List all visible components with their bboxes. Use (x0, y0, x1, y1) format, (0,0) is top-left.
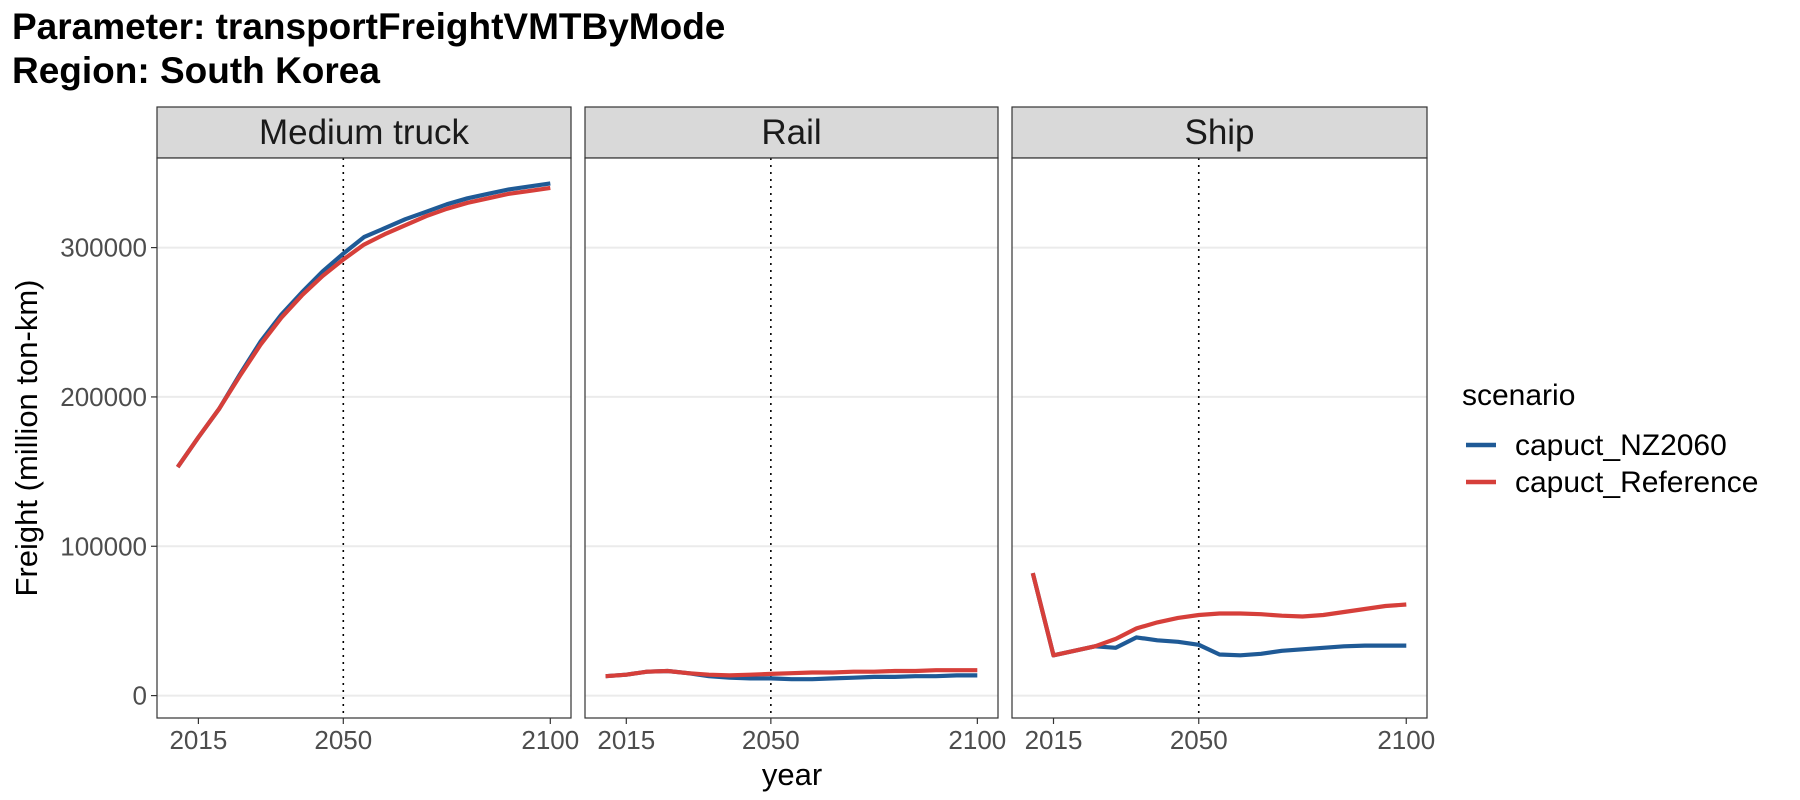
x-axis-title: year (762, 757, 822, 792)
panel-background-ship (1012, 158, 1427, 718)
x-tick-label-2015-rail: 2015 (597, 725, 655, 755)
facet-strip-ship (1011, 106, 1428, 159)
series-line-capuct-reference-rail (605, 668, 978, 679)
x-tick-label-2050-ship: 2050 (1170, 725, 1228, 755)
y-tick-label-100000: 100000 (60, 531, 147, 561)
y-axis-title: Freight (million ton-km) (9, 280, 44, 597)
panel-background-rail (585, 158, 998, 718)
x-tick-label-2050-medium-truck: 2050 (314, 725, 372, 755)
panel-border-rail (584, 157, 999, 719)
x-tick-label-2015-ship: 2015 (1025, 725, 1083, 755)
y-tick-label-300000: 300000 (60, 233, 147, 263)
panel-background-medium-truck (157, 158, 571, 718)
facet-label-ship: Ship (1184, 113, 1254, 152)
series-line-capuct-reference-ship (1030, 572, 1407, 658)
series-line-capuct-reference-medium-truck (175, 185, 551, 469)
x-tick-label-2015-medium-truck: 2015 (169, 725, 227, 755)
chart-title-line2: Region: South Korea (12, 50, 380, 91)
panel-border-medium-truck (156, 157, 572, 719)
legend-label-capuct-nz2060: capuct_NZ2060 (1515, 429, 1727, 462)
panel-border-ship (1011, 157, 1428, 719)
x-tick-label-2100-rail: 2100 (948, 725, 1006, 755)
facet-label-rail: Rail (761, 113, 821, 152)
facet-label-medium-truck: Medium truck (259, 113, 470, 152)
y-tick-label-0: 0 (133, 681, 147, 711)
x-tick-label-2100-medium-truck: 2100 (521, 725, 579, 755)
y-tick-label-200000: 200000 (60, 382, 147, 412)
x-tick-label-2050-rail: 2050 (742, 725, 800, 755)
x-tick-label-2100-ship: 2100 (1377, 725, 1435, 755)
legend: scenario capuct_NZ2060 capuct_Reference (1462, 379, 1759, 499)
legend-title: scenario (1462, 379, 1575, 412)
facet-strip-rail (584, 106, 999, 159)
legend-label-capuct-reference: capuct_Reference (1515, 466, 1759, 499)
chart-title-line1: Parameter: transportFreightVMTByMode (12, 6, 726, 47)
